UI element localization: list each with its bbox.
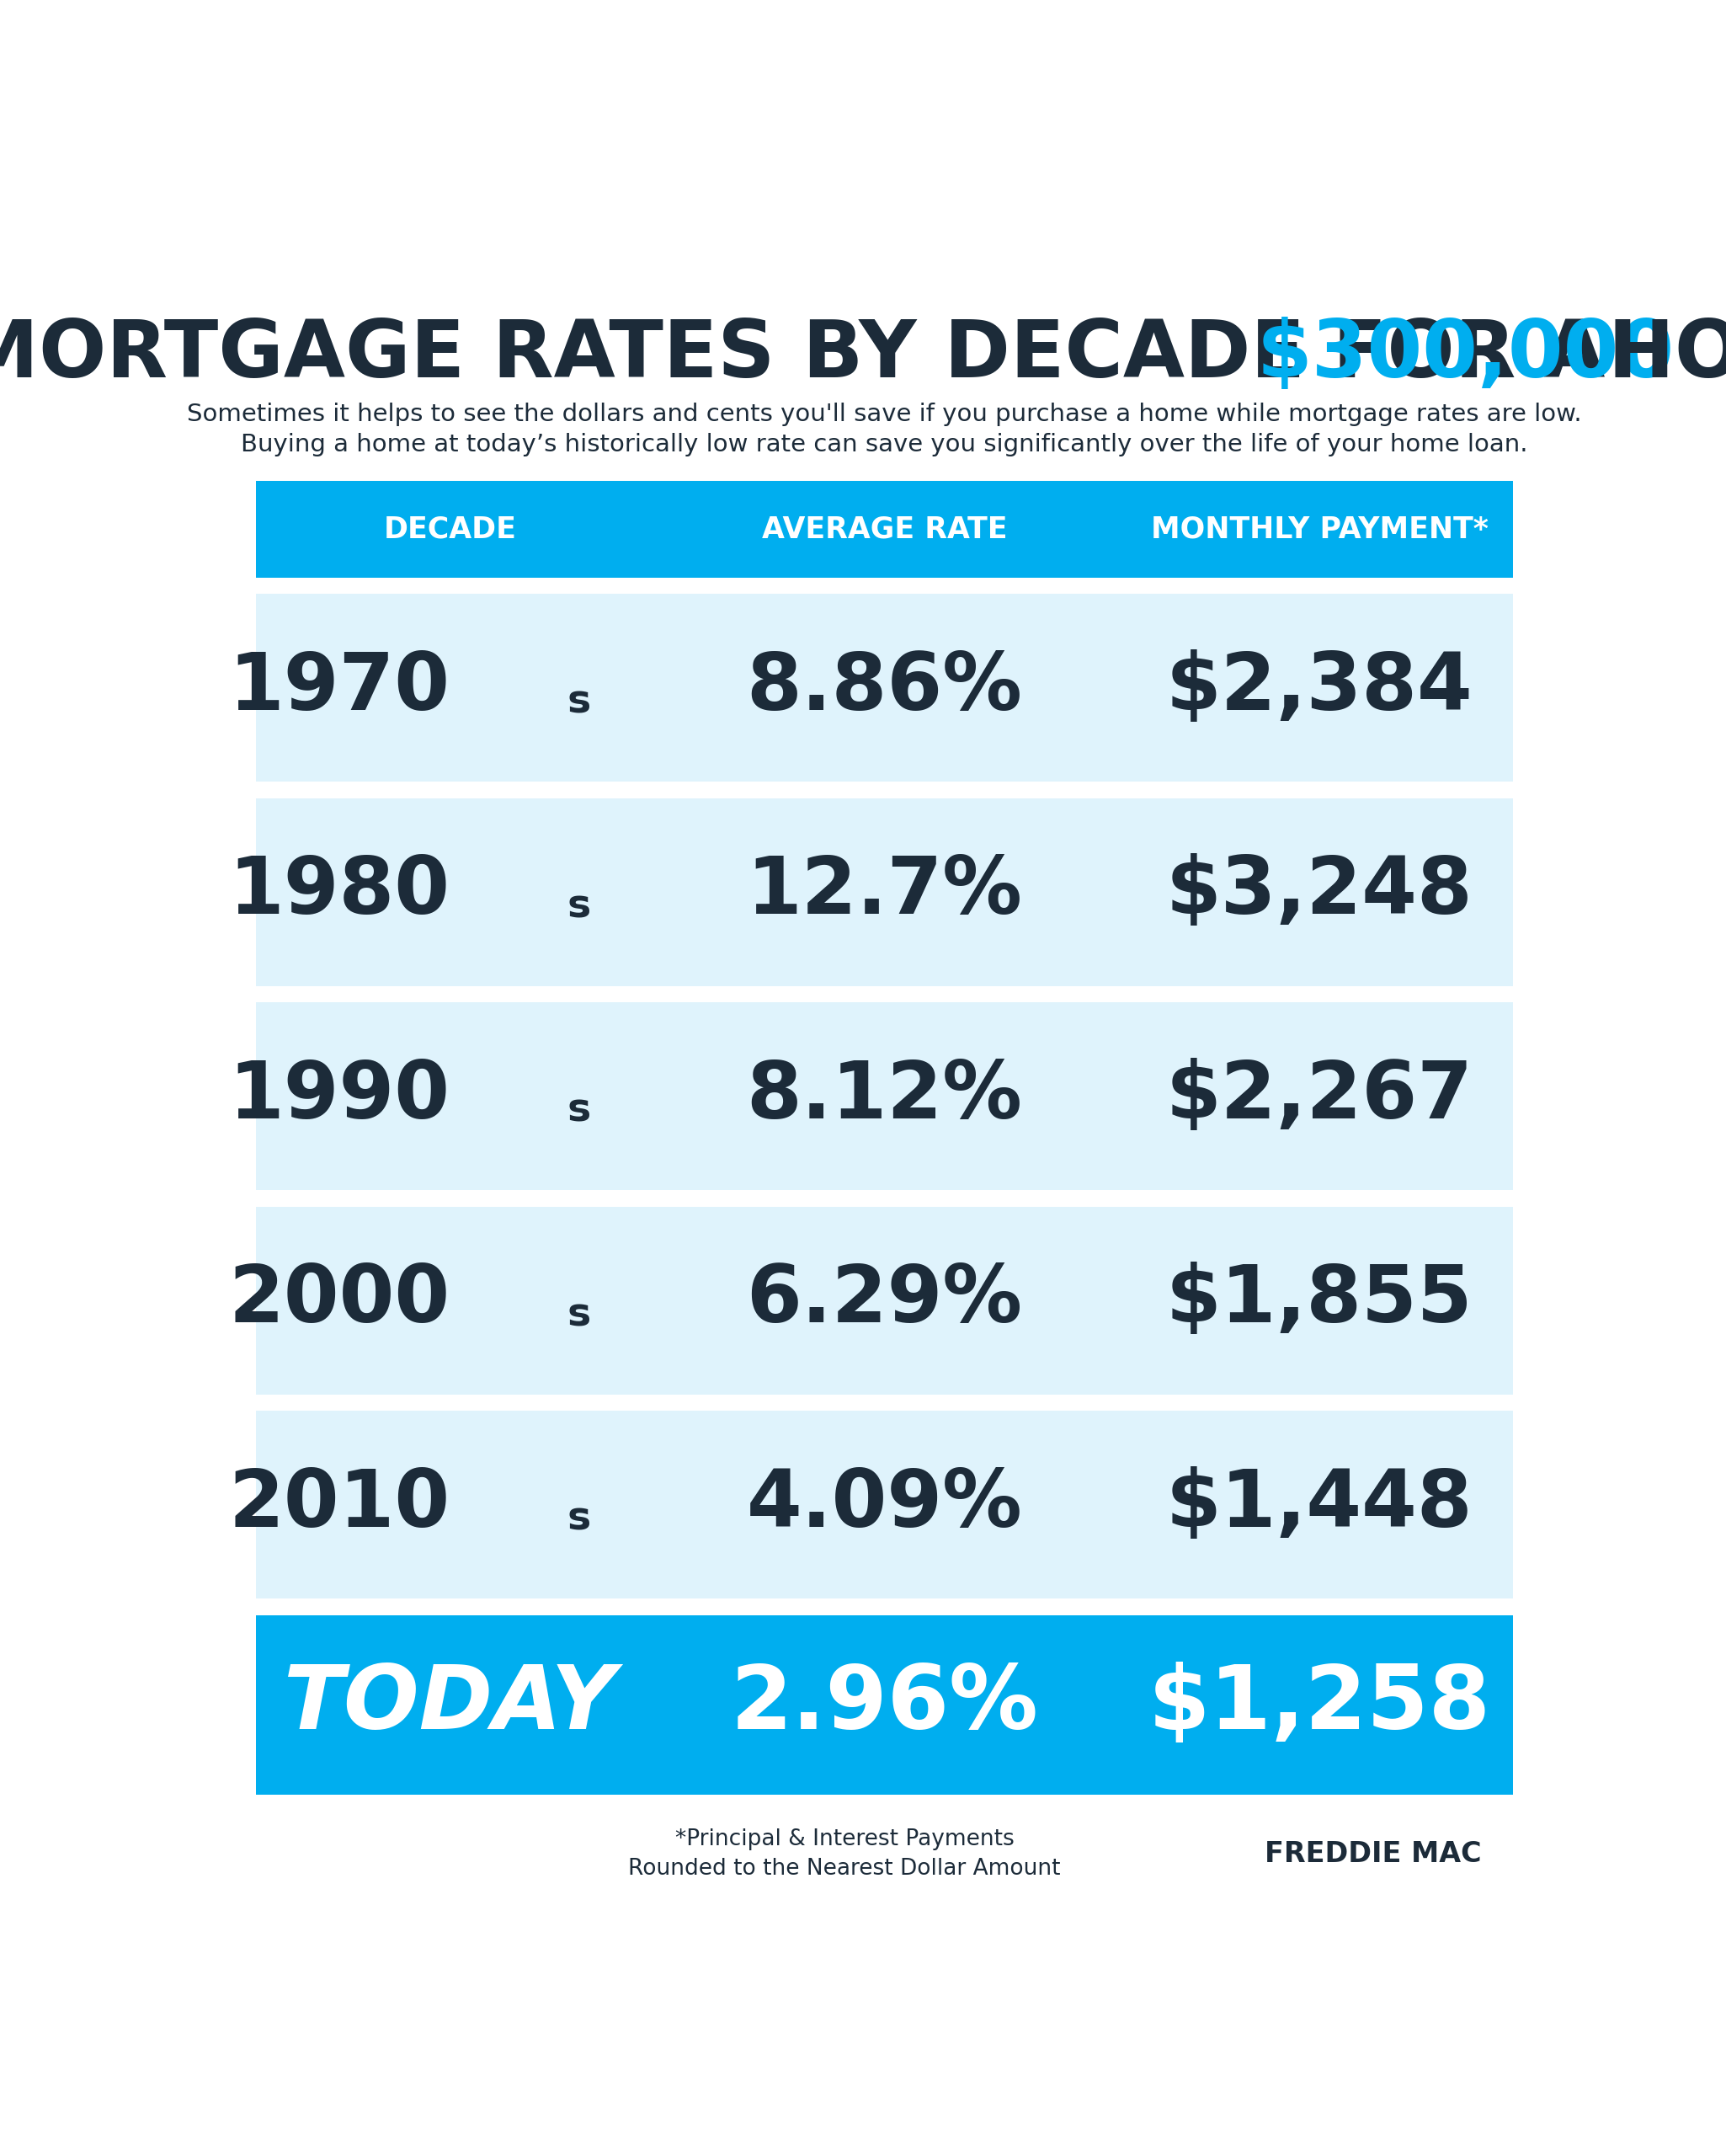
Text: 6.29%: 6.29%	[746, 1261, 1022, 1339]
Text: $1,448: $1,448	[1165, 1466, 1472, 1544]
Text: MONTHLY PAYMENT*: MONTHLY PAYMENT*	[1151, 515, 1488, 543]
Text: 12.7%: 12.7%	[747, 854, 1022, 931]
Bar	[255, 595, 1514, 783]
Bar	[255, 1410, 1514, 1598]
Text: 1980: 1980	[228, 854, 450, 931]
Text: Buying a home at today’s historically low rate can save you significantly over t: Buying a home at today’s historically lo…	[242, 433, 1528, 457]
Text: 2010: 2010	[228, 1466, 450, 1544]
Text: 2000: 2000	[228, 1261, 450, 1339]
Text: $2,384: $2,384	[1165, 649, 1472, 727]
Text: $300,000: $300,000	[1257, 317, 1674, 395]
Text: 1990: 1990	[228, 1056, 450, 1134]
Text: FREDDIE MAC: FREDDIE MAC	[1265, 1841, 1481, 1867]
Text: DECADE: DECADE	[383, 515, 516, 543]
Text: 1970: 1970	[228, 649, 450, 727]
Bar	[255, 798, 1514, 985]
Bar	[255, 481, 1514, 578]
Text: $1,258: $1,258	[1148, 1662, 1491, 1749]
Text: $1,855: $1,855	[1165, 1261, 1472, 1339]
Text: TODAY: TODAY	[283, 1662, 616, 1749]
Text: s: s	[568, 1296, 590, 1335]
Text: *Principal & Interest Payments: *Principal & Interest Payments	[675, 1828, 1013, 1850]
Text: 8.12%: 8.12%	[747, 1056, 1022, 1134]
Text: s: s	[568, 888, 590, 925]
Text: 2.96%: 2.96%	[730, 1662, 1039, 1749]
Text: Rounded to the Nearest Dollar Amount: Rounded to the Nearest Dollar Amount	[628, 1858, 1060, 1880]
Text: MORTGAGE RATES BY DECADE FOR A: MORTGAGE RATES BY DECADE FOR A	[0, 317, 1633, 395]
Bar	[255, 1615, 1514, 1794]
Text: AVERAGE RATE: AVERAGE RATE	[761, 515, 1008, 543]
Text: s: s	[568, 683, 590, 722]
Text: HOME: HOME	[1581, 317, 1726, 395]
Bar	[255, 1207, 1514, 1395]
Text: s: s	[568, 1093, 590, 1130]
Text: Sometimes it helps to see the dollars and cents you'll save if you purchase a ho: Sometimes it helps to see the dollars an…	[186, 403, 1583, 427]
Bar	[255, 1003, 1514, 1190]
Text: $3,248: $3,248	[1165, 854, 1472, 931]
Text: $2,267: $2,267	[1165, 1056, 1472, 1134]
Text: 4.09%: 4.09%	[747, 1466, 1022, 1544]
Text: s: s	[568, 1501, 590, 1539]
Text: 8.86%: 8.86%	[747, 649, 1022, 727]
